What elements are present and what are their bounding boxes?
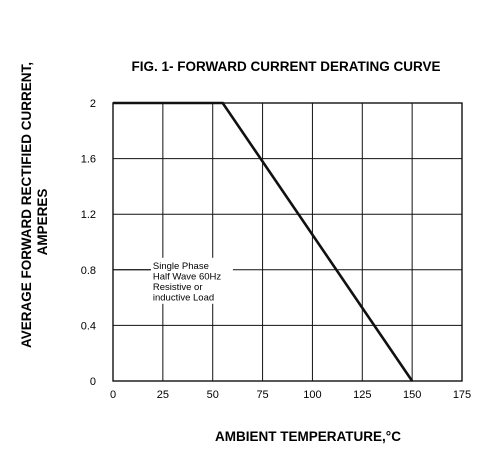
y-axis-label-line: AVERAGE FORWARD RECTIFIED CURRENT, [19, 62, 34, 348]
y-tick-label: 0.8 [81, 265, 96, 277]
x-tick-label: 75 [256, 389, 268, 401]
chart-title: FIG. 1- FORWARD CURRENT DERATING CURVE [131, 59, 440, 74]
x-tick-label: 50 [207, 389, 219, 401]
y-tick-label: 1.6 [81, 154, 96, 166]
annotation-line: inductive Load [153, 292, 214, 303]
derating-curve-line [113, 101, 414, 382]
annotation-line: Single Phase [153, 261, 209, 272]
y-tick-label: 0.4 [81, 320, 96, 332]
annotation-box [150, 257, 233, 304]
x-tick-label: 150 [403, 389, 421, 401]
y-axis-label-line: AMPERES [35, 189, 50, 256]
x-tick-label: 0 [110, 389, 116, 401]
x-tick-label: 25 [157, 389, 169, 401]
y-axis-label: AVERAGE FORWARD RECTIFIED CURRENT, AMPERE… [19, 62, 50, 348]
x-axis-label: AMBIENT TEMPERATURE,°C [215, 429, 401, 444]
annotation-line: Resistive or [153, 282, 203, 293]
annotation-line: Half Wave 60Hz [153, 271, 222, 282]
y-tick-label: 2 [90, 98, 96, 110]
grid-lines [113, 103, 462, 381]
series-layer [113, 101, 414, 382]
plot-frame [112, 102, 463, 382]
x-tick-label: 125 [353, 389, 371, 401]
tick-labels: 0 25 50 75 100 125 150 175 0 0.4 0.8 1.2 1.6 2 [81, 98, 471, 401]
y-tick-label: 0 [90, 376, 96, 388]
x-tick-label: 175 [453, 389, 471, 401]
y-tick-label: 1.2 [81, 209, 96, 221]
x-tick-label: 100 [303, 389, 321, 401]
